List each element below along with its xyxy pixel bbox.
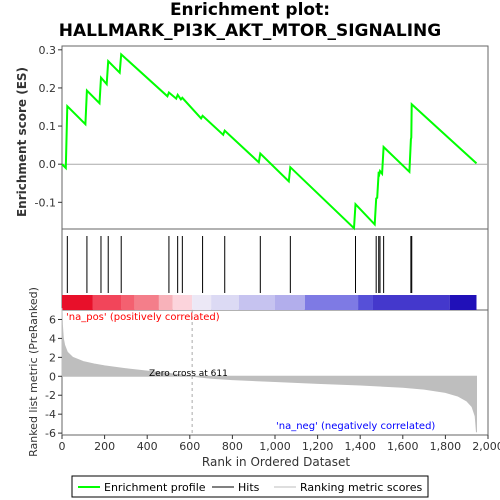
legend-box (71, 475, 429, 498)
x-tick-label: 1,200 (302, 440, 334, 453)
es-y-tick-label: 0.2 (39, 82, 57, 95)
x-tick-label: 1,000 (259, 440, 291, 453)
heatmap-segment (158, 295, 173, 310)
x-tick-label: 1,600 (387, 440, 419, 453)
heatmap-segment (92, 295, 122, 310)
legend-label-enrichment: Enrichment profile (104, 481, 206, 494)
hit-markers (66, 236, 413, 293)
es-panel-frame (61, 45, 489, 230)
positive-correlation-label: 'na_pos' (positively correlated) (66, 312, 220, 323)
es-y-tick-label: 0.3 (39, 44, 57, 57)
x-tick-label: 800 (222, 440, 243, 453)
enrichment-profile-line (61, 52, 478, 231)
x-tick-label: 0 (59, 440, 66, 453)
negative-correlation-label: 'na_neg' (negatively correlated) (276, 421, 435, 432)
metric-y-tick-label: 4 (49, 332, 56, 345)
legend-label-metric: Ranking metric scores (300, 481, 422, 494)
heatmap-segment (211, 295, 239, 310)
heatmap-segment (62, 295, 93, 310)
heatmap-segment (121, 295, 135, 310)
legend-label-hits: Hits (238, 481, 260, 494)
heatmap-segment (449, 295, 477, 310)
metric-y-tick-label: -2 (45, 389, 56, 402)
x-tick-label: 200 (94, 440, 115, 453)
heatmap-segment (134, 295, 159, 310)
chart-title-line1: Enrichment plot: (169, 0, 331, 20)
metric-y-tick-label: -6 (45, 427, 56, 440)
metric-y-axis-label: Ranked list metric (PreRanked) (27, 287, 40, 457)
x-tick-label: 1,800 (430, 440, 462, 453)
ranking-metric-area (61, 308, 477, 433)
heatmap-segment (172, 295, 193, 310)
ranking-heatmap (62, 295, 477, 310)
es-y-tick-label: 0.1 (39, 120, 57, 133)
metric-y-tick-label: -4 (45, 408, 56, 421)
metric-panel-frame (61, 309, 489, 436)
x-tick-label: 400 (137, 440, 158, 453)
es-y-tick-label: -0.1 (35, 196, 56, 209)
metric-y-tick-label: 2 (49, 351, 56, 364)
x-axis-label: Rank in Ordered Dataset (202, 455, 350, 469)
heatmap-segment (192, 295, 212, 310)
metric-y-tick-label: 6 (49, 313, 56, 326)
heatmap-segment (238, 295, 275, 310)
metric-y-tick-label: 0 (49, 370, 56, 383)
chart-title-line2: HALLMARK_PI3K_AKT_MTOR_SIGNALING (58, 21, 442, 41)
heatmap-segment (372, 295, 450, 310)
heatmap-segment (275, 295, 305, 310)
metric-y-ticks: -6 -4 -2 0 2 4 6 (45, 313, 62, 440)
chart-title: Enrichment plot: HALLMARK_PI3K_AKT_MTOR_… (0, 0, 500, 42)
x-axis-ticks: 0 200 400 600 800 1,000 1,200 1,400 1,600 1,800 2,… (59, 435, 500, 453)
x-tick-label: 2,000 (472, 440, 500, 453)
es-y-ticks: -0.1 0.0 0.1 0.2 0.3 (35, 44, 62, 209)
x-tick-label: 600 (179, 440, 200, 453)
heatmap-segment (358, 295, 373, 310)
es-y-tick-label: 0.0 (39, 158, 57, 171)
heatmap-segment (304, 295, 359, 310)
es-y-axis-label: Enrichment score (ES) (15, 67, 29, 217)
zero-cross-label: Zero cross at 611 (149, 369, 228, 379)
x-tick-label: 1,400 (344, 440, 376, 453)
